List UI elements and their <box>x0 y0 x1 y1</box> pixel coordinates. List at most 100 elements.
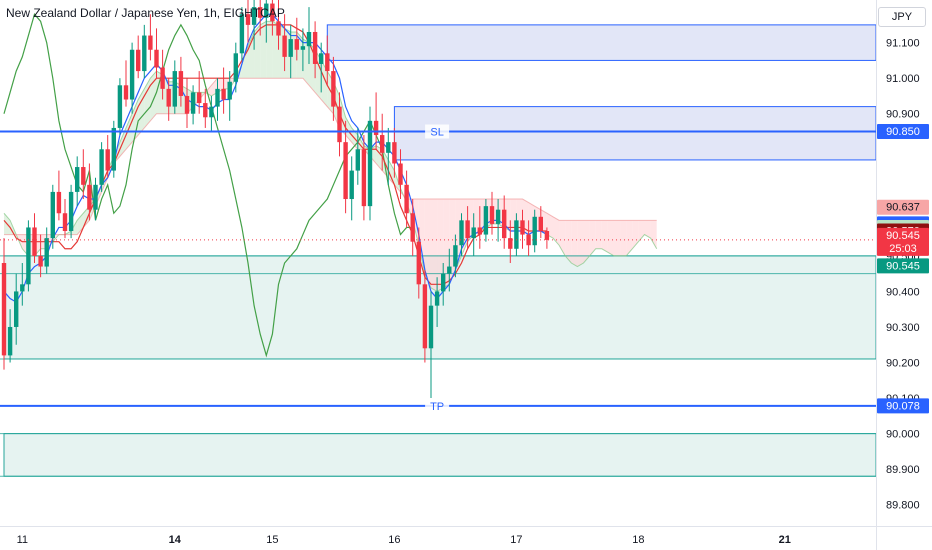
candle-body-53 <box>325 53 330 72</box>
cloud-segment-92 <box>565 220 572 263</box>
candle-body-30 <box>184 95 190 114</box>
candle-body-69 <box>422 284 428 349</box>
candle-body-70 <box>428 305 434 349</box>
price-badge-text-7: 90.078 <box>886 400 920 412</box>
candle-74 <box>453 234 458 278</box>
candle-body-22 <box>136 49 141 72</box>
candle-body-85 <box>520 220 525 235</box>
candle-64 <box>392 127 397 178</box>
price-badge-text-0: 90.850 <box>886 126 920 138</box>
candle-body-23 <box>142 35 147 72</box>
candle-46 <box>282 14 287 72</box>
candle-31 <box>190 85 196 125</box>
candle-body-7 <box>44 238 49 267</box>
candle-20 <box>123 60 129 107</box>
candle-57 <box>349 156 354 221</box>
candle-68 <box>416 227 421 299</box>
candle-body-40 <box>245 14 251 25</box>
currency-button[interactable]: JPY <box>878 7 926 27</box>
candle-66 <box>404 170 409 228</box>
candle-body-46 <box>282 35 287 57</box>
candle-61 <box>373 92 379 150</box>
cloud-segment-97 <box>595 220 602 249</box>
candle-body-14 <box>87 184 92 210</box>
price-tick-9: 89.900 <box>886 464 920 476</box>
candle-65 <box>398 149 403 200</box>
candle-45 <box>276 0 281 50</box>
cloud-segment-100 <box>614 220 621 256</box>
candle-body-39 <box>239 14 245 54</box>
candle-16 <box>99 142 104 192</box>
candle-body-37 <box>227 81 232 100</box>
candle-body-77 <box>471 227 476 239</box>
cloud-segment-49 <box>302 39 309 86</box>
time-axis[interactable]: 11 14 15 16 17 18 21 <box>17 534 791 546</box>
sl-label-bg <box>425 124 450 139</box>
candle-body-51 <box>312 31 318 64</box>
candle-body-56 <box>343 142 348 200</box>
stop-zone-0 <box>326 24 877 61</box>
price-badge-5 <box>877 227 929 256</box>
candle-body-67 <box>410 213 415 242</box>
horizontal-levels <box>0 255 876 477</box>
cloud-segment-41 <box>254 24 261 79</box>
candle-body-21 <box>129 49 135 100</box>
cloud-segment-77 <box>473 199 480 235</box>
candle-body-12 <box>75 167 80 192</box>
candle-78 <box>477 206 482 249</box>
candle-10 <box>62 199 68 239</box>
candle-23 <box>142 24 147 79</box>
cloud-segment-96 <box>589 220 596 256</box>
candle-body-3 <box>20 284 25 292</box>
candle-body-2 <box>14 291 19 327</box>
candle-body-45 <box>276 21 281 36</box>
cloud-segment-94 <box>577 220 584 267</box>
candle-7 <box>44 227 49 274</box>
candle-63 <box>386 127 391 185</box>
candle-79 <box>483 199 489 242</box>
candle-60 <box>367 106 373 221</box>
candle-body-10 <box>62 213 68 232</box>
candle-body-24 <box>148 35 153 50</box>
candle-body-82 <box>502 209 507 239</box>
candle-30 <box>184 78 190 128</box>
price-badge-1 <box>877 199 929 215</box>
candle-body-38 <box>233 53 238 82</box>
time-tick-6: 21 <box>779 534 791 546</box>
candle-89 <box>544 227 550 249</box>
candle-69 <box>422 270 428 363</box>
price-badge-7 <box>877 398 929 414</box>
candle-53 <box>325 35 330 86</box>
cloud-segment-42 <box>260 21 267 79</box>
candle-15 <box>93 177 98 221</box>
candle-body-58 <box>355 149 360 171</box>
candle-9 <box>56 170 62 221</box>
time-tick-2: 15 <box>266 534 278 546</box>
cloud-segment-105 <box>644 220 651 239</box>
candle-body-4 <box>26 227 31 285</box>
candle-body-34 <box>209 106 214 118</box>
candle-4 <box>26 220 31 292</box>
candle-body-17 <box>105 149 110 171</box>
candle-35 <box>215 78 220 121</box>
trade-levels[interactable]: SL TP <box>0 124 876 413</box>
cloud-segment-69 <box>424 199 431 288</box>
candle-3 <box>20 263 25 306</box>
candle-body-28 <box>172 71 177 107</box>
candle-body-6 <box>38 255 43 267</box>
cloud-segment-39 <box>241 46 248 79</box>
price-tick-4: 90.400 <box>886 286 920 298</box>
cloud-segment-99 <box>607 220 614 256</box>
cloud-segment-68 <box>418 199 425 274</box>
candle-body-73 <box>447 266 452 274</box>
candle-76 <box>465 206 470 249</box>
candle-body-43 <box>264 3 269 18</box>
price-badge-text-1: 90.637 <box>886 202 920 214</box>
candle-12 <box>75 156 80 207</box>
candle-body-61 <box>373 120 379 136</box>
candle-40 <box>245 0 251 43</box>
price-axis[interactable]: 91.10091.00090.90090.50090.40090.30090.2… <box>886 38 920 512</box>
candle-body-36 <box>221 88 226 100</box>
candle-71 <box>434 277 440 327</box>
